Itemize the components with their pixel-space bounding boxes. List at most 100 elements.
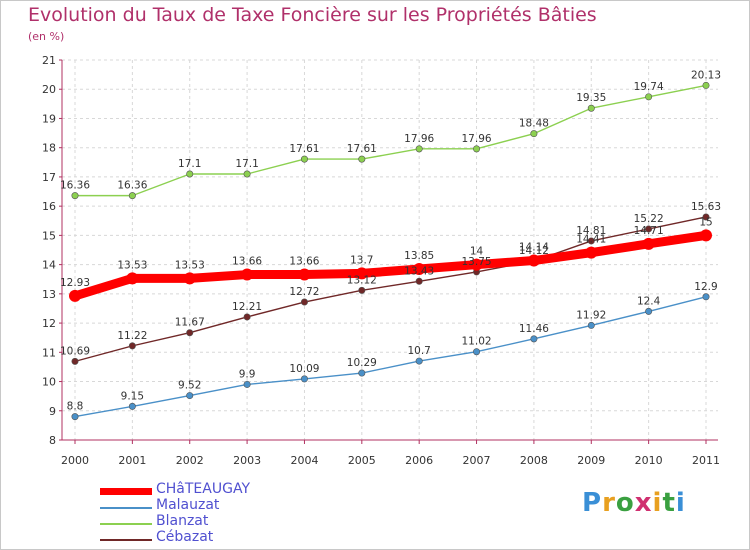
y-tick-label: 13 <box>42 288 56 301</box>
data-point-chateaugay <box>700 229 712 242</box>
legend-label-malauzat: Malauzat <box>156 497 220 513</box>
data-label-malauzat: 12.4 <box>637 295 661 307</box>
data-point-malauzat <box>645 307 653 315</box>
data-point-cebazat <box>415 277 423 285</box>
data-point-chateaugay <box>355 267 368 280</box>
data-point-chateaugay <box>69 289 81 302</box>
data-point-blanzat <box>358 155 366 163</box>
data-point-malauzat <box>415 357 423 365</box>
data-point-blanzat <box>71 192 79 200</box>
data-label-blanzat: 20.13 <box>691 69 721 81</box>
data-label-blanzat: 17.96 <box>404 133 434 145</box>
data-label-chateaugay: 14.71 <box>634 225 664 237</box>
data-label-cebazat: 15.63 <box>691 201 721 213</box>
data-label-chateaugay: 13.53 <box>175 259 205 271</box>
chart-title: Evolution du Taux de Taxe Foncière sur l… <box>28 4 597 26</box>
data-point-cebazat <box>300 298 308 306</box>
data-label-chateaugay: 12.93 <box>60 277 90 289</box>
y-tick-label: 10 <box>42 376 56 389</box>
data-point-chateaugay <box>241 268 254 281</box>
data-label-malauzat: 11.02 <box>462 336 492 348</box>
y-tick-label: 14 <box>42 259 56 272</box>
data-label-chateaugay: 13.7 <box>350 254 373 266</box>
y-tick-label: 17 <box>42 171 56 184</box>
x-tick-label: 2000 <box>61 454 89 467</box>
data-point-chateaugay <box>642 237 655 250</box>
data-label-chateaugay: 14.41 <box>576 234 606 246</box>
data-point-malauzat <box>186 392 194 400</box>
data-point-blanzat <box>300 155 308 163</box>
data-point-chateaugay <box>183 272 196 285</box>
data-point-blanzat <box>186 170 194 178</box>
data-point-malauzat <box>243 380 251 388</box>
legend-swatch-cebazat <box>100 539 152 541</box>
x-tick-label: 2007 <box>463 454 491 467</box>
data-point-blanzat <box>702 81 710 89</box>
proxiti-logo: Proxiti <box>582 488 686 518</box>
series-line-blanzat <box>74 84 707 197</box>
y-tick-label: 19 <box>42 112 56 125</box>
data-label-malauzat: 9.15 <box>121 390 144 402</box>
data-point-cebazat <box>71 357 79 365</box>
data-point-cebazat <box>587 237 595 245</box>
data-point-chateaugay <box>527 254 540 267</box>
data-label-cebazat: 13.12 <box>347 274 377 286</box>
data-point-malauzat <box>530 335 538 343</box>
data-point-chateaugay <box>126 272 139 285</box>
data-label-malauzat: 11.46 <box>519 323 549 335</box>
data-label-cebazat: 11.67 <box>175 317 205 329</box>
data-point-chateaugay <box>413 263 426 275</box>
data-label-chateaugay: 13.66 <box>289 256 319 268</box>
series-line-chateaugay <box>70 230 711 301</box>
data-label-chateaugay: 15 <box>699 216 712 228</box>
data-label-blanzat: 19.74 <box>634 81 664 93</box>
x-tick-label: 2004 <box>290 454 318 467</box>
data-point-blanzat <box>128 192 136 200</box>
x-tick-label: 2009 <box>577 454 605 467</box>
data-label-malauzat: 9.9 <box>239 368 256 380</box>
data-label-blanzat: 16.36 <box>60 180 90 192</box>
y-tick-label: 11 <box>42 346 56 359</box>
data-point-malauzat <box>71 413 79 421</box>
data-label-blanzat: 17.61 <box>289 143 319 155</box>
x-tick-label: 2003 <box>233 454 261 467</box>
data-label-malauzat: 12.9 <box>694 281 717 293</box>
data-point-chateaugay <box>298 268 311 281</box>
data-label-chateaugay: 13.66 <box>232 256 262 268</box>
data-point-blanzat <box>587 104 595 112</box>
data-label-blanzat: 16.36 <box>117 180 147 192</box>
data-label-chateaugay: 13.53 <box>117 259 147 271</box>
data-label-cebazat: 14.12 <box>519 245 549 257</box>
y-tick-label: 15 <box>42 229 56 242</box>
x-tick-label: 2010 <box>635 454 663 467</box>
x-tick-label: 2008 <box>520 454 548 467</box>
data-point-cebazat <box>243 313 251 321</box>
legend-swatch-malauzat <box>100 507 152 509</box>
series-line-cebazat <box>74 216 707 363</box>
x-tick-label: 2011 <box>692 454 720 467</box>
data-label-malauzat: 10.7 <box>407 345 430 357</box>
x-tick-label: 2001 <box>118 454 146 467</box>
data-label-chateaugay: 14 <box>470 246 484 258</box>
data-point-malauzat <box>300 375 308 383</box>
legend-label-chateaugay: CHâTEAUGAY <box>156 481 250 497</box>
data-label-malauzat: 9.52 <box>178 380 201 392</box>
data-label-malauzat: 8.8 <box>67 401 84 413</box>
chart-subtitle: (en %) <box>28 30 65 43</box>
series-line-malauzat <box>74 296 707 418</box>
y-tick-label: 9 <box>49 405 56 418</box>
data-point-cebazat <box>128 342 136 350</box>
data-point-blanzat <box>415 145 423 153</box>
data-label-blanzat: 17.96 <box>462 133 492 145</box>
data-label-blanzat: 17.1 <box>178 158 201 170</box>
x-tick-label: 2005 <box>348 454 376 467</box>
y-tick-label: 8 <box>49 434 56 447</box>
data-label-blanzat: 18.48 <box>519 118 549 130</box>
y-tick-label: 21 <box>42 54 56 67</box>
data-point-cebazat <box>358 286 366 294</box>
data-label-chateaugay: 14.14 <box>519 242 549 254</box>
y-tick-label: 20 <box>42 83 56 96</box>
data-point-blanzat <box>645 93 653 101</box>
data-label-chateaugay: 13.85 <box>404 250 434 262</box>
